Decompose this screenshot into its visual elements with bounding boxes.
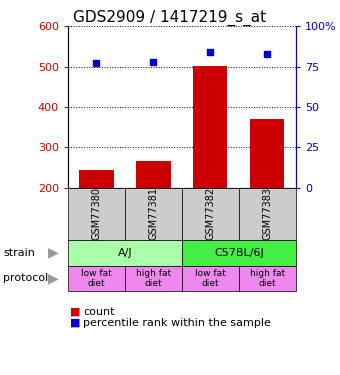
Text: high fat
diet: high fat diet bbox=[136, 268, 171, 288]
Text: C57BL/6J: C57BL/6J bbox=[214, 248, 264, 258]
Point bbox=[265, 51, 270, 57]
Bar bbox=[79, 170, 114, 188]
Text: GSM77380: GSM77380 bbox=[91, 187, 101, 240]
Text: ▶: ▶ bbox=[48, 246, 58, 260]
Text: low fat
diet: low fat diet bbox=[195, 268, 226, 288]
Text: A/J: A/J bbox=[118, 248, 132, 258]
Text: strain: strain bbox=[3, 248, 35, 258]
Text: ▶: ▶ bbox=[48, 271, 58, 285]
Text: GSM77383: GSM77383 bbox=[262, 187, 272, 240]
Text: protocol: protocol bbox=[3, 273, 49, 283]
Point bbox=[94, 60, 99, 66]
Text: ■: ■ bbox=[70, 318, 80, 328]
Point bbox=[151, 59, 156, 65]
Bar bbox=[250, 118, 284, 188]
Point bbox=[208, 49, 213, 55]
Text: high fat
diet: high fat diet bbox=[250, 268, 285, 288]
Text: ■: ■ bbox=[70, 307, 80, 316]
Text: count: count bbox=[83, 307, 115, 316]
Text: percentile rank within the sample: percentile rank within the sample bbox=[83, 318, 271, 328]
Text: GSM77381: GSM77381 bbox=[149, 187, 158, 240]
Text: low fat
diet: low fat diet bbox=[81, 268, 112, 288]
Bar bbox=[136, 161, 170, 188]
Text: GSM77382: GSM77382 bbox=[205, 187, 215, 240]
Text: GDS2909 / 1417219_s_at: GDS2909 / 1417219_s_at bbox=[73, 9, 267, 26]
Bar bbox=[193, 66, 227, 188]
